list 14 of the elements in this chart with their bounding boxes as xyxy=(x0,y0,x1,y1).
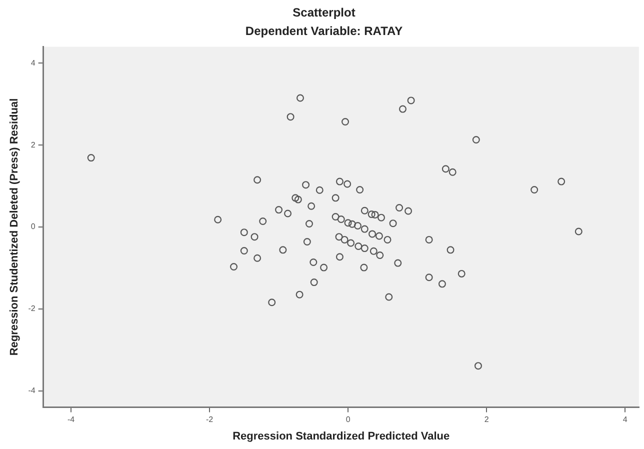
x-axis-title: Regression Standardized Predicted Value xyxy=(232,430,450,442)
x-tick-label: -4 xyxy=(67,415,76,424)
y-tick-label: 4 xyxy=(30,58,36,68)
chart-title: Scatterplot xyxy=(292,6,356,20)
x-tick-label: 2 xyxy=(484,415,490,424)
y-tick-label: 2 xyxy=(30,140,36,150)
y-tick-label: 0 xyxy=(30,222,36,232)
x-tick-label: 4 xyxy=(622,415,628,424)
y-tick-label: -2 xyxy=(28,304,36,314)
chart-subtitle: Dependent Variable: RATAY xyxy=(245,24,403,38)
y-axis-title: Regression Studentized Deleted (Press) Residual xyxy=(8,98,21,356)
x-tick-label: 0 xyxy=(346,415,351,424)
x-tick-label: -2 xyxy=(206,415,214,424)
y-tick-label: -4 xyxy=(28,386,36,396)
